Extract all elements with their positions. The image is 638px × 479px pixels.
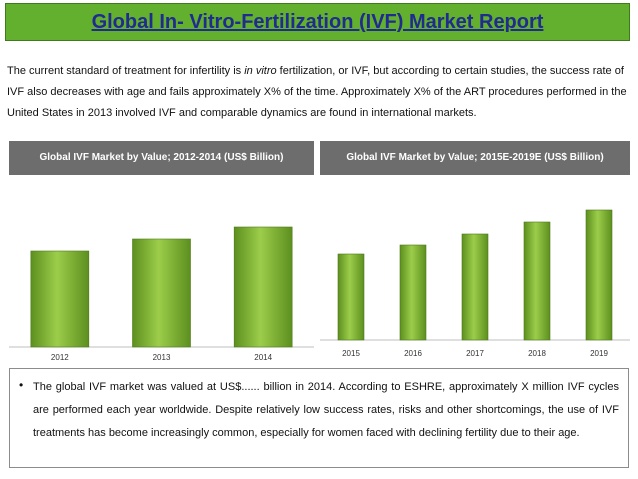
x-tick-label: 2016 xyxy=(404,349,422,358)
intro-text-before: The current standard of treatment for in… xyxy=(7,65,245,77)
intro-paragraph: The current standard of treatment for in… xyxy=(7,61,629,124)
summary-box: • The global IVF market was valued at US… xyxy=(9,368,629,468)
chart-left-title: Global IVF Market by Value; 2012-2014 (U… xyxy=(9,141,314,175)
bar-2012 xyxy=(30,250,90,348)
bar-2015 xyxy=(337,253,365,341)
bar-2017 xyxy=(461,233,489,341)
summary-text: The global IVF market was valued at US$.… xyxy=(33,381,619,439)
bar-2019 xyxy=(585,209,613,341)
page-title: Global In- Vitro-Fertilization (IVF) Mar… xyxy=(91,11,544,33)
chart-historical: 2012 2013 2014 xyxy=(9,226,314,362)
bar-2013 xyxy=(132,238,191,348)
bar-2018 xyxy=(523,221,551,341)
x-tick-label: 2014 xyxy=(254,353,272,362)
chart-right-title: Global IVF Market by Value; 2015E-2019E … xyxy=(320,141,630,175)
intro-text-italic: in vitro xyxy=(244,65,277,77)
x-tick-label: 2012 xyxy=(51,353,69,362)
x-tick-label: 2015 xyxy=(342,349,360,358)
x-tick-label: 2019 xyxy=(590,349,608,358)
bullet-icon: • xyxy=(19,378,24,392)
intro-text-after: fertilization, or IVF, but according to … xyxy=(7,65,627,119)
bar-2014 xyxy=(233,226,293,348)
x-tick-label: 2017 xyxy=(466,349,484,358)
x-tick-label: 2018 xyxy=(528,349,546,358)
title-banner: Global In- Vitro-Fertilization (IVF) Mar… xyxy=(5,3,630,41)
chart-forecast: 2015 2016 2017 2018 2019 xyxy=(320,209,630,358)
bar-2016 xyxy=(399,244,427,341)
x-tick-label: 2013 xyxy=(153,353,171,362)
